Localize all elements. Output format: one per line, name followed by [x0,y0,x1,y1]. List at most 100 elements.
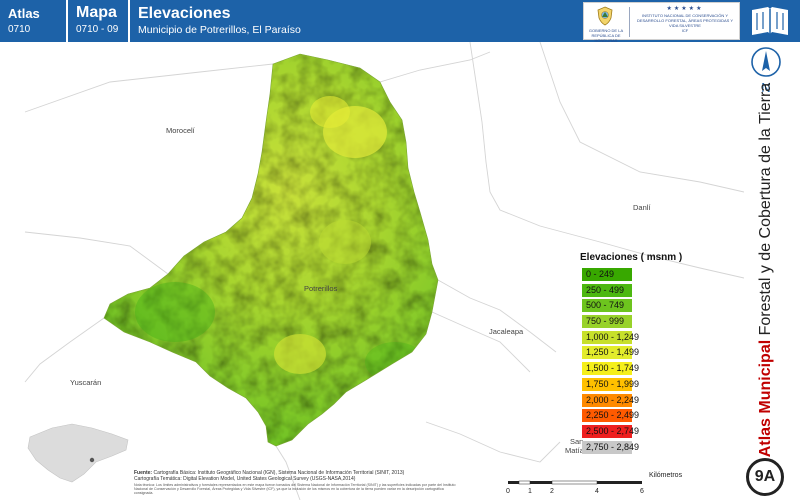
title-cell: Elevaciones Municipio de Potrerillos, El… [130,0,570,42]
legend-label: 2,500 - 2,749 [586,425,640,436]
place-label-san-matias: Matías [565,446,588,455]
legend-item: 2,000 - 2,249 [580,393,730,409]
sources-line-1: Cartografía Básica: Instituto Geográfico… [153,470,405,476]
legend-label: 2,250 - 2,499 [586,410,640,421]
north-label: N [761,80,771,95]
atlas-side-title: Atlas Municipal Forestal y de Cobertura … [757,83,775,457]
map-badge: 9A [746,458,784,496]
legend-item: 1,000 - 1,249 [580,330,730,346]
place-label-danli: Danlí [633,203,651,212]
legend-label: 750 - 999 [586,316,625,327]
legend-label: 500 - 749 [586,300,625,311]
boundary-line [469,42,744,279]
legend-item: 750 - 999 [580,314,730,330]
boundary-line [379,51,491,83]
map-canvas [24,42,744,500]
boundary-line [431,311,531,373]
scale-bar-graphic [508,480,642,485]
legend-item: 250 - 499 [580,283,730,299]
legend-swatch [582,315,632,329]
scale-tick-label: 1 [528,488,532,495]
legend-swatch [582,362,632,376]
header-bar: Atlas 0710 Mapa 0710 - 09 Elevaciones Mu… [0,0,800,43]
boundary-line [539,42,744,193]
legend-item: 1,750 - 1,999 [580,377,730,393]
legend-swatch [582,268,632,281]
map-title: Elevaciones [138,5,231,22]
legend-label: 1,000 - 1,249 [586,331,640,342]
boundary-line [437,279,557,353]
sources-label: Fuente: [134,470,153,476]
place-label-san-matias: San [570,437,584,446]
atlas-side-title-bold: Atlas Municipal [757,339,774,458]
elevation-legend: Elevaciones ( msnm ) 0 - 249 250 - 499 500… [580,252,730,455]
mapa-label: Mapa [76,4,117,21]
place-label-yuscaran: Yuscarán [70,378,102,387]
atlas-cell: Atlas 0710 [0,0,66,42]
legend-item: 2,250 - 2,499 [580,408,730,424]
municipality-terrain [104,54,438,446]
boundary-line [275,445,301,500]
header-divider [66,0,68,42]
north-arrow-icon [751,47,781,77]
legend-title: Elevaciones ( msnm ) [580,252,683,263]
boundary-lines [24,42,744,500]
honduras-locator-inset [27,423,129,483]
legend-swatch [582,440,632,454]
atlas-side-title-rest: Forestal y de Cobertura de la Tierra [757,82,774,340]
boundary-line [24,231,169,275]
legend-label: 250 - 499 [586,284,625,295]
legend-item: 2,750 - 2,849 [580,440,730,456]
logo-divider [629,7,630,37]
legend-item: 1,250 - 1,499 [580,345,730,361]
technical-note: Nota técnica: Los límites administrativo… [134,483,456,496]
legend-item: 500 - 749 [580,298,730,314]
place-label-jacaleapa: Jacaleapa [489,327,524,336]
legend-label: 1,750 - 1,999 [586,378,640,389]
legend-item: 0 - 249 [580,267,730,283]
legend-label: 2,000 - 2,249 [586,394,640,405]
honduras-seal-icon [597,6,613,26]
legend-item: 2,500 - 2,749 [580,424,730,440]
mapa-cell: Mapa 0710 - 09 [68,0,128,42]
legend-label: 0 - 249 [586,269,615,279]
sources-line-2: Cartografía Temática: Digital Elevation … [134,476,356,482]
boundary-line [24,317,105,383]
open-book-icon [752,7,788,35]
place-label-potrerillos: Potrerillos [304,284,338,293]
atlas-label: Atlas [8,6,40,21]
map-subtitle: Municipio de Potrerillos, El Paraíso [138,24,301,36]
legend-label: 2,750 - 2,849 [586,441,640,452]
gov-logo-text: GOBIERNO DE LA REPÚBLICA DE HONDURAS [588,28,624,43]
legend-item: 1,500 - 1,749 [580,361,730,377]
boundary-line [24,63,274,113]
elevation-map [0,42,744,500]
mapa-code: 0710 - 09 [76,24,119,35]
icf-logo-text: INSTITUTO NACIONAL DE CONSERVACIÓN Y DES… [632,13,738,33]
legend-label: 1,500 - 1,749 [586,363,640,374]
legend-swatch [582,424,632,438]
atlas-code: 0710 [8,24,31,35]
scale-unit: Kilómetros [649,472,683,479]
scale-tick-label: 2 [550,488,554,495]
scale-bar: Kilómetros 0 1 2 4 6 [500,472,720,498]
legend-swatch [582,330,632,344]
legend-rows: 0 - 249 250 - 499 500 - 749 750 - 999 1,000 … [580,267,730,455]
legend-swatch [582,299,632,313]
legend-swatch [582,346,632,360]
icf-acronym: ICF [681,28,689,33]
legend-swatch [582,283,632,297]
legend-swatch [582,409,632,423]
scale-tick-label: 0 [506,488,510,495]
icf-name: INSTITUTO NACIONAL DE CONSERVACIÓN Y DES… [636,13,734,28]
institution-logos: GOBIERNO DE LA REPÚBLICA DE HONDURAS ★★★… [583,2,740,43]
legend-label: 1,250 - 1,499 [586,347,640,358]
header-divider [128,0,130,42]
legend-swatch [582,377,632,391]
map-sources: Fuente: Cartografía Básica: Instituto Ge… [134,470,464,496]
icf-stars: ★★★★★ [666,6,704,12]
scale-tick-label: 4 [595,488,599,495]
place-label-morocell: Morocelí [166,126,195,135]
boundary-line [425,421,561,463]
legend-swatch [582,393,632,407]
